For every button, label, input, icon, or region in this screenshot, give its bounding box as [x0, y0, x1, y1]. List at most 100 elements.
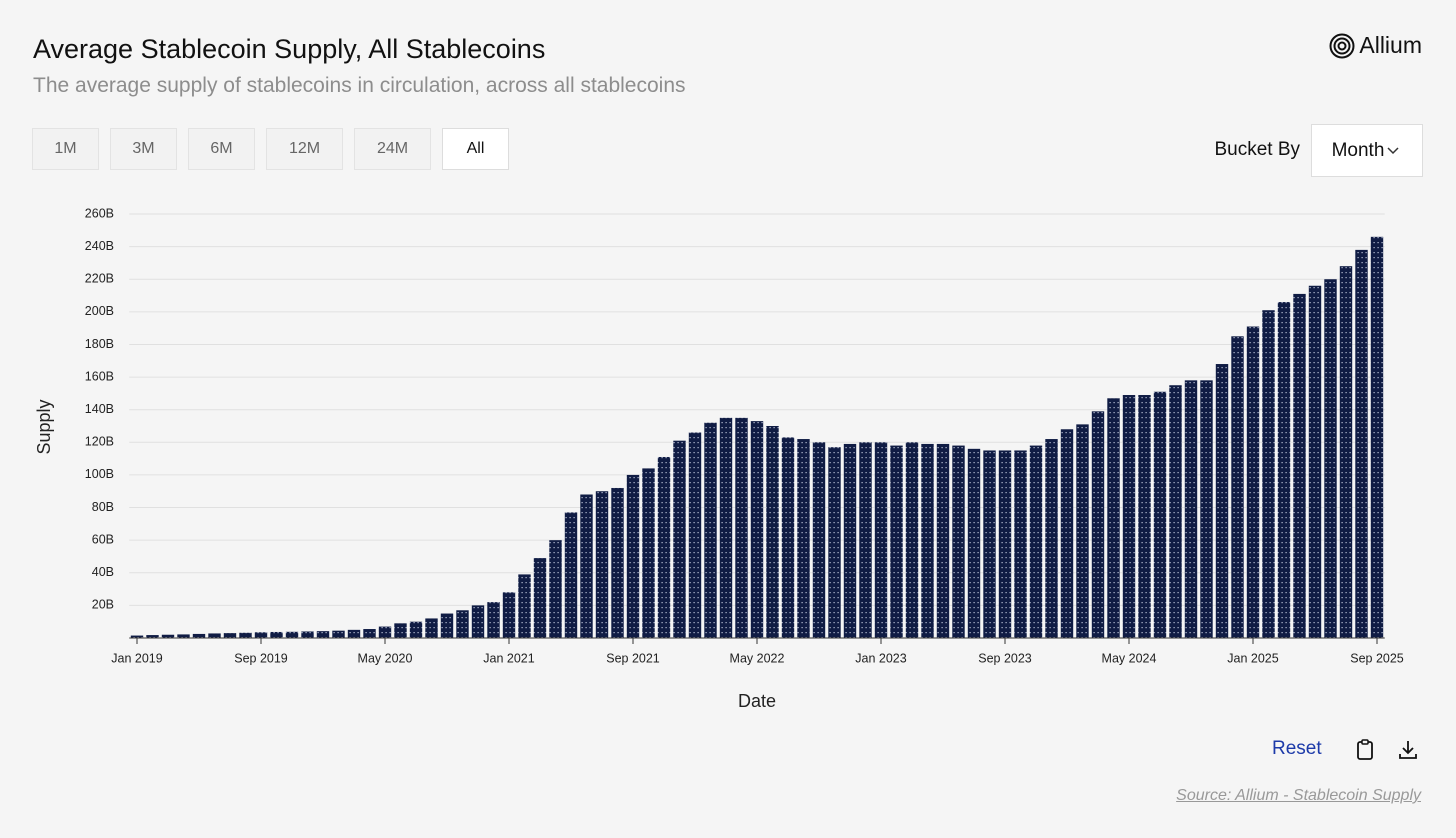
bar [580, 494, 593, 638]
copy-icon[interactable] [1354, 738, 1376, 762]
bar [704, 422, 717, 638]
bar [440, 613, 454, 638]
range-button[interactable]: 24M [354, 128, 431, 170]
bucket-dropdown[interactable]: Month [1311, 124, 1423, 177]
bar [1076, 424, 1089, 638]
bar [239, 632, 252, 638]
bar [1324, 279, 1337, 638]
logo-icon [1329, 33, 1355, 58]
subtitle: The average supply of stablecoins in cir… [33, 74, 686, 97]
y-tick-label: 240B [85, 239, 114, 253]
y-axis-title: Supply [34, 399, 54, 454]
bar [161, 634, 175, 638]
y-tick-label: 40B [92, 565, 114, 579]
x-tick-label: May 2024 [1102, 651, 1157, 665]
bar [332, 630, 345, 638]
y-tick-label: 100B [85, 467, 114, 481]
bar [409, 621, 423, 638]
bar [905, 442, 919, 638]
bar [177, 634, 190, 638]
bar [1153, 391, 1167, 638]
y-tick-label: 200B [85, 304, 114, 318]
range-button[interactable]: 3M [110, 128, 177, 170]
bar [998, 450, 1012, 638]
bar [518, 574, 531, 638]
x-tick-label: Jan 2021 [483, 651, 534, 665]
bar [673, 440, 686, 638]
range-button[interactable]: 12M [266, 128, 343, 170]
bar [347, 629, 361, 638]
x-tick-label: May 2022 [730, 651, 785, 665]
y-tick-label: 220B [85, 272, 114, 286]
x-tick-label: Jan 2019 [111, 651, 162, 665]
logo: Allium [1329, 32, 1422, 59]
y-tick-label: 120B [85, 435, 114, 449]
bar [564, 512, 578, 638]
bar [735, 417, 748, 638]
bar [1107, 398, 1120, 638]
bar [890, 445, 903, 638]
bar [1138, 395, 1151, 638]
bar [1277, 302, 1291, 638]
bar [208, 633, 221, 638]
bar [1169, 385, 1182, 638]
reset-button[interactable]: Reset [1272, 738, 1322, 759]
x-tick-label: Sep 2021 [606, 651, 660, 665]
y-tick-label: 140B [85, 402, 114, 416]
bar [549, 540, 562, 638]
bar [363, 629, 376, 638]
x-tick-label: May 2020 [358, 651, 413, 665]
bar [843, 443, 857, 638]
download-icon[interactable] [1397, 738, 1419, 762]
range-button[interactable]: 1M [32, 128, 99, 170]
bar [146, 635, 159, 638]
bucket-label: Bucket By [1214, 139, 1300, 160]
range-button[interactable]: All [442, 128, 509, 170]
bar [952, 445, 965, 638]
bar [456, 610, 469, 638]
bar [1060, 429, 1074, 638]
x-axis-title: Date [738, 691, 776, 711]
title: Average Stablecoin Supply, All Stablecoi… [33, 34, 546, 64]
bar [316, 631, 330, 638]
source-link[interactable]: Source: Allium - Stablecoin Supply [1176, 787, 1421, 804]
range-button[interactable]: 6M [188, 128, 255, 170]
bar [983, 450, 996, 638]
bar [1014, 450, 1027, 638]
bar [797, 439, 810, 638]
bar [1355, 249, 1368, 638]
chevron [1387, 146, 1399, 154]
bar [921, 443, 934, 638]
bar [301, 631, 314, 638]
bar [394, 623, 407, 638]
bar [254, 632, 268, 638]
bar [626, 474, 640, 638]
x-tick-label: Jan 2023 [855, 651, 906, 665]
bar [1091, 411, 1105, 638]
bar [750, 421, 764, 638]
y-tick-label: 160B [85, 369, 114, 383]
y-tick-label: 80B [92, 500, 114, 514]
bar [130, 635, 144, 638]
bar [1246, 326, 1260, 638]
bar [1231, 336, 1244, 638]
logo-text: Allium [1359, 32, 1422, 58]
bar [1029, 445, 1043, 638]
x-tick-label: Sep 2019 [234, 651, 288, 665]
y-tick-label: 260B [85, 206, 114, 220]
bucket-value: Month [1331, 139, 1385, 161]
bar [595, 491, 609, 638]
x-tick-label: Jan 2025 [1227, 651, 1278, 665]
bar [270, 631, 283, 638]
bar [1045, 439, 1058, 638]
bar [471, 605, 485, 638]
x-tick-label: Sep 2025 [1350, 651, 1404, 665]
bar [1122, 395, 1136, 638]
bar [378, 626, 392, 638]
bar [425, 618, 438, 638]
bar [1215, 364, 1229, 638]
bar [192, 633, 206, 638]
bar [502, 592, 516, 638]
bar [1370, 236, 1384, 639]
